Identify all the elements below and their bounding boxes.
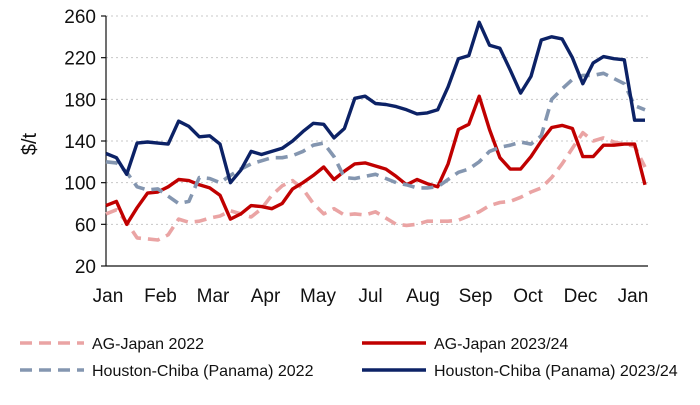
series-line	[105, 130, 647, 242]
y-tick-label: 60	[75, 215, 96, 236]
x-tick-labels: Jan Feb Mar Apr May Jul Aug Sep Oct Dec Jan	[93, 286, 649, 307]
series-lines	[105, 20, 647, 242]
x-tick-label: Jan	[93, 286, 124, 307]
y-tick-label: 220	[64, 49, 96, 70]
x-tick-label: May	[300, 286, 336, 307]
x-tick-label: Apr	[251, 286, 281, 307]
x-tick-label: Jan	[618, 286, 649, 307]
y-axis-title: $/t	[19, 132, 41, 155]
y-tick-label: 260	[64, 7, 96, 28]
x-tick-label: Oct	[513, 286, 543, 307]
legend-label: Houston-Chiba (Panama) 2023/24	[434, 363, 678, 380]
x-tick-label: Sep	[459, 286, 493, 307]
legend-label: Houston-Chiba (Panama) 2022	[92, 363, 314, 380]
y-tick-label: 140	[64, 132, 96, 153]
x-tick-label: Mar	[197, 286, 230, 307]
legend-label: AG-Japan 2022	[92, 336, 204, 353]
x-tick-label: Jul	[358, 286, 382, 307]
legend: AG-Japan 2022 AG-Japan 2023/24 Houston-Chi…	[20, 336, 678, 380]
x-tick-label: Feb	[144, 286, 177, 307]
axes	[105, 16, 648, 267]
series-line	[105, 20, 645, 185]
x-tick-label: Dec	[564, 286, 598, 307]
legend-label: AG-Japan 2023/24	[434, 336, 568, 353]
x-tick-label: Aug	[406, 286, 440, 307]
y-tick-label: 20	[75, 257, 96, 278]
y-tick-labels: 20 60 100 140 180 220 260	[64, 7, 96, 278]
gridlines	[101, 15, 648, 267]
y-tick-label: 180	[64, 90, 96, 111]
y-tick-label: 100	[64, 174, 96, 195]
series-line	[105, 71, 646, 206]
